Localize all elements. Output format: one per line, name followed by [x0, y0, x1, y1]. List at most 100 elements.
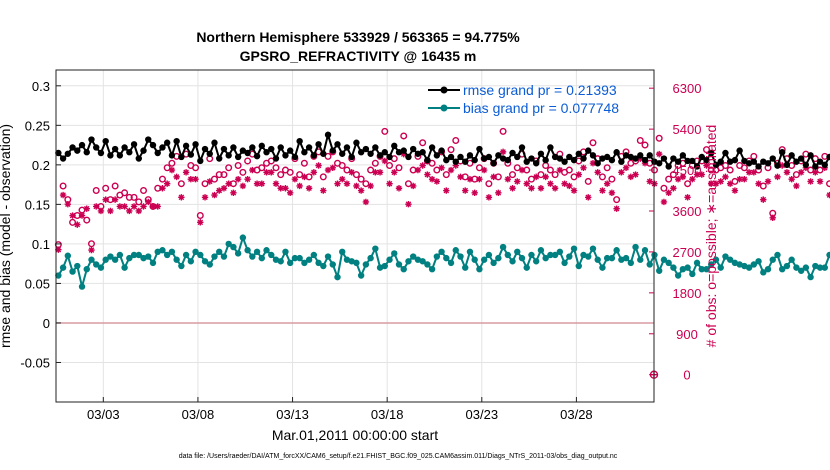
assimilated-point [703, 162, 710, 169]
rmse-point [547, 144, 554, 151]
rmse-point [135, 155, 142, 162]
y-left-tick-label: 0.1 [32, 237, 50, 252]
bias-point [769, 256, 776, 263]
bias-point [192, 248, 199, 256]
assimilated-point [532, 173, 540, 181]
bias-point [220, 253, 228, 260]
rmse-point [381, 149, 389, 156]
assimilated-point [622, 164, 630, 171]
possible-point [135, 198, 143, 206]
assimilated-point [660, 198, 668, 206]
rmse-point [769, 155, 776, 162]
bias-point [726, 256, 734, 263]
possible-point [234, 162, 242, 170]
assimilated-point [348, 169, 355, 176]
bias-point [249, 253, 256, 260]
bias-point [656, 267, 663, 274]
bias-point [296, 254, 303, 262]
y-axis-left: -0.05 0 0.05 0.1 0.15 0.2 0.25 0.3 [20, 79, 61, 370]
rmse-point [447, 153, 455, 161]
bias-point [211, 253, 218, 260]
assimilated-point [386, 180, 393, 187]
rmse-point [532, 160, 540, 167]
rmse-point [149, 141, 157, 149]
possible-point [608, 175, 616, 183]
bias-point [310, 251, 318, 259]
bias-point [637, 256, 644, 263]
assimilated-point [272, 180, 280, 187]
rmse-point [438, 147, 445, 154]
bias-point [424, 261, 431, 268]
assimilated-point [145, 198, 152, 206]
assimilated-point [523, 180, 530, 187]
bias-point [149, 259, 157, 267]
assimilated-point [296, 182, 303, 190]
bias-point [499, 243, 507, 251]
rmse-point [249, 144, 256, 151]
bias-point [693, 259, 701, 267]
assimilated-point [372, 169, 379, 176]
assimilated-point [547, 180, 554, 187]
assimilated-point [499, 148, 507, 156]
bias-point [627, 259, 635, 267]
assimilated-point [618, 169, 625, 176]
bias-point [703, 266, 710, 273]
bias-point [566, 253, 573, 260]
rmse-point [301, 149, 308, 156]
series-assimilated [55, 148, 830, 254]
assimilated-point [585, 194, 592, 201]
assimilated-point [376, 169, 384, 176]
bias-point [755, 258, 762, 265]
possible-point [603, 164, 611, 172]
rmse-point [154, 149, 161, 157]
rmse-point [736, 147, 743, 154]
bias-point [722, 253, 729, 260]
rmse-point [670, 155, 677, 162]
assimilated-point [135, 207, 142, 215]
possible-point [102, 184, 110, 192]
assimilated-point [315, 162, 322, 169]
rmse-point [88, 136, 95, 143]
rmse-point [755, 163, 762, 170]
bias-point [353, 259, 360, 267]
possible-point [239, 168, 247, 176]
rmse-point [234, 153, 242, 161]
possible-point [565, 166, 573, 174]
assimilated-point [88, 246, 95, 254]
bias-point [88, 256, 95, 263]
footnote-data-file: data file: /Users/raeder/DAI/ATM_forcXX/… [179, 453, 618, 460]
rmse-point [603, 153, 611, 161]
assimilated-point [291, 175, 299, 183]
rmse-point [665, 163, 672, 170]
bias-point [797, 267, 805, 274]
bias-point [268, 251, 275, 259]
bias-point [201, 258, 209, 265]
bias-point [55, 272, 62, 279]
assimilated-point [741, 175, 748, 183]
rmse-point [812, 163, 819, 170]
assimilated-point [433, 178, 441, 185]
bias-point [400, 266, 407, 273]
bias-point [438, 248, 445, 256]
bias-point [395, 261, 403, 268]
possible-point [87, 240, 95, 248]
assimilated-point [253, 180, 261, 187]
bias-point [750, 261, 758, 268]
assimilated-point [367, 182, 374, 190]
assimilated-point [339, 175, 346, 183]
possible-point [225, 164, 233, 172]
assimilated-point [154, 203, 161, 210]
y-axis-left-label: rmse and bias (model - observation) [0, 124, 13, 348]
rmse-point [495, 152, 502, 159]
assimilated-point [357, 187, 365, 194]
bias-point [712, 256, 720, 263]
bias-point [225, 240, 232, 248]
y-left-tick-label: 0.25 [25, 118, 50, 133]
rmse-point [83, 149, 90, 156]
assimilated-point [159, 185, 166, 192]
assimilated-point [187, 175, 195, 183]
x-tick-label: 03/18 [371, 407, 404, 422]
rmse-point [722, 149, 729, 157]
bias-point [357, 272, 365, 279]
bias-point [305, 256, 313, 263]
